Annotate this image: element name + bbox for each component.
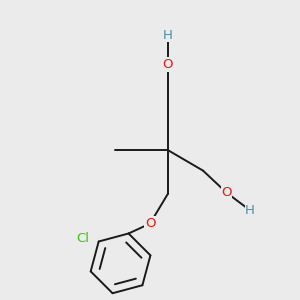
Text: H: H <box>245 204 255 217</box>
Text: O: O <box>162 58 173 71</box>
Text: Cl: Cl <box>76 232 89 245</box>
Text: H: H <box>163 29 172 42</box>
Text: O: O <box>145 217 155 230</box>
Text: O: O <box>221 186 232 199</box>
